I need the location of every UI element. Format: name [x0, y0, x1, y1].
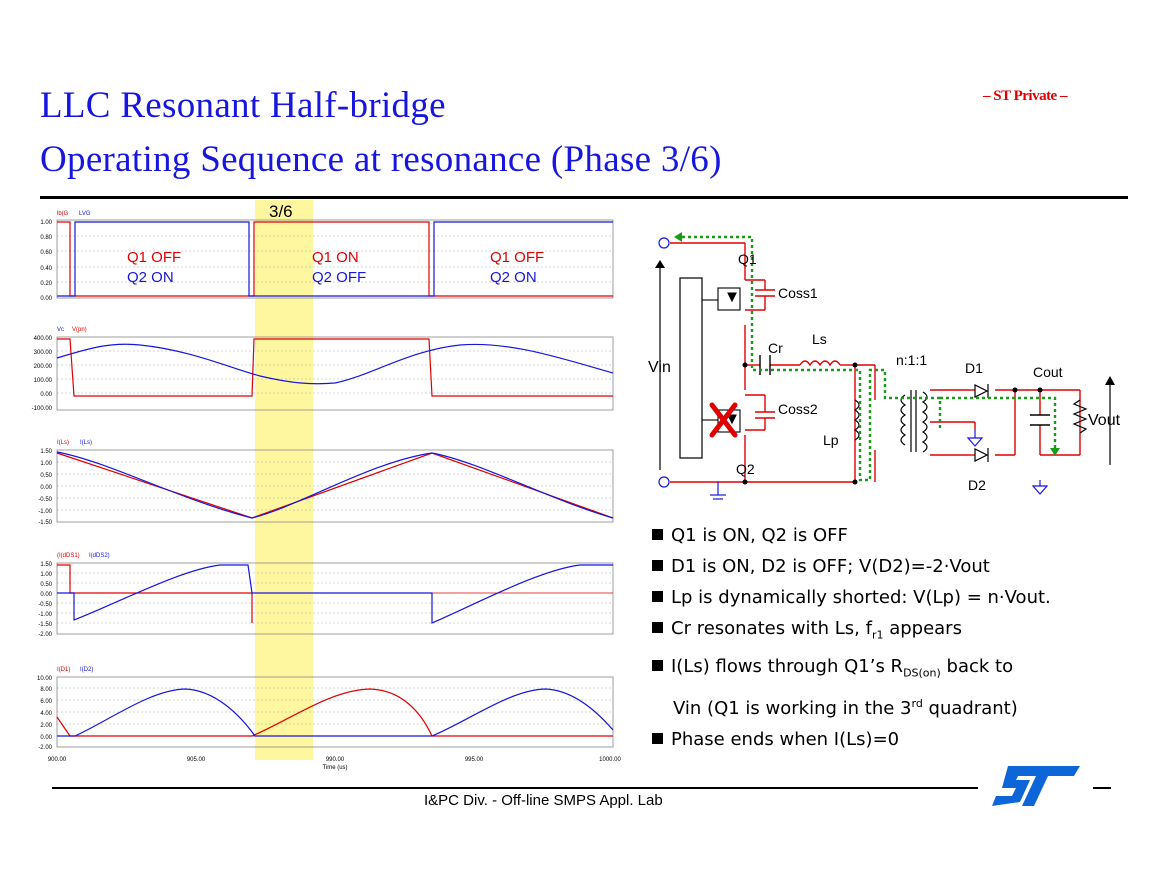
p3-tick-3: 0.00: [40, 485, 52, 491]
label-ls: Ls: [812, 331, 827, 347]
label-vout: Vout: [1088, 412, 1120, 429]
gate-driver-block: [679, 277, 703, 459]
p1-tick-2: 0.60: [40, 250, 52, 256]
p1-tick-1: 0.80: [40, 235, 52, 241]
label-d2: D2: [968, 477, 986, 493]
x-tick-1: 905.00: [187, 757, 206, 763]
label-ratio: n:1:1: [896, 352, 927, 368]
x-tick-2: 990.00: [326, 757, 345, 763]
bullet-4: Cr resonates with Ls, fr1 appears: [652, 613, 1051, 651]
bullet-2: D1 is ON, D2 is OFF; V(D2)=-2·Vout: [652, 551, 1051, 582]
current-path: [682, 235, 942, 482]
p3-tick-0: 1.50: [40, 449, 52, 455]
phase-description-list: Q1 is ON, Q2 is OFF D1 is ON, D2 is OFF;…: [652, 520, 1051, 755]
waveform-panels: 3/6 1.00 0.80 0.60 0.40 0.20 0.00 lb(G L…: [32, 200, 622, 771]
p2-tick-1: 300.00: [34, 350, 53, 356]
state3-q2: Q2 ON: [490, 269, 537, 286]
x-axis-label: Time (us): [322, 765, 347, 771]
footer-divider: [52, 787, 978, 789]
x-tick-4: 1000.00: [599, 757, 621, 763]
label-lp: Lp: [823, 432, 839, 448]
p4-tick-3: 0.00: [40, 592, 52, 598]
state1-q1: Q1 OFF: [127, 249, 181, 266]
st-logo: [992, 766, 1080, 806]
p5-legend-2: I(D2): [80, 667, 93, 673]
state2-q1: Q1 ON: [312, 249, 359, 266]
p4-tick-7: -2.00: [38, 632, 52, 638]
phase-label: 3/6: [269, 202, 293, 221]
p1-tick-0: 1.00: [40, 220, 52, 226]
state3-q1: Q1 OFF: [490, 249, 544, 266]
p1-tick-5: 0.00: [40, 296, 52, 302]
footer-text: I&PC Div. - Off-line SMPS Appl. Lab: [424, 792, 663, 809]
p4-tick-0: 1.50: [40, 562, 52, 568]
p5-tick-1: 8.00: [40, 687, 52, 693]
label-cout: Cout: [1033, 364, 1063, 380]
p4-tick-1: 1.00: [40, 572, 52, 578]
bullet-1: Q1 is ON, Q2 is OFF: [652, 520, 1051, 551]
label-q1: Q1: [738, 251, 757, 267]
circuit-schematic: Vin: [648, 232, 1120, 500]
p2-tick-3: 100.00: [34, 378, 53, 384]
p2-tick-2: 200.00: [34, 364, 53, 370]
st-private-badge: – ST Private –: [983, 88, 1067, 104]
p4-tick-4: -0.50: [38, 602, 52, 608]
page-title-line1: LLC Resonant Half-bridge: [40, 85, 446, 126]
panel-2: 400.00 300.00 200.00 100.00 0.00 -100.00…: [32, 327, 614, 412]
p3-tick-1: 1.00: [40, 461, 52, 467]
panel-5: 10.00 8.00 6.00 4.00 2.00 0.00 -2.00 I(D…: [37, 667, 622, 771]
p1-legend-1: lb(G: [57, 211, 69, 217]
p5-tick-0: 10.00: [37, 676, 53, 682]
p2-legend-2: V(pn): [72, 327, 87, 333]
title-divider: [40, 196, 1128, 199]
p3-legend-2: I(Ls): [80, 440, 92, 446]
p2-tick-5: -100.00: [32, 406, 53, 412]
p3-tick-4: -0.50: [38, 497, 52, 503]
p4-tick-2: 0.50: [40, 582, 52, 588]
p2-tick-4: 0.00: [40, 392, 52, 398]
x-tick-0: 900.00: [48, 757, 67, 763]
label-cr: Cr: [768, 340, 783, 356]
p4-legend-1: (I(dDS1): [57, 553, 80, 559]
panel-1: 1.00 0.80 0.60 0.40 0.20 0.00 lb(G LVG Q…: [40, 211, 614, 302]
label-coss1: Coss1: [778, 285, 818, 301]
p1-tick-3: 0.40: [40, 266, 52, 272]
p2-tick-0: 400.00: [34, 336, 53, 342]
panel-4: 1.50 1.00 0.50 0.00 -0.50 -1.00 -1.50 -2…: [38, 553, 614, 638]
phase-highlight-band: [255, 200, 313, 760]
label-vin: Vin: [648, 359, 671, 376]
label-coss2: Coss2: [778, 401, 818, 417]
footer-divider-right: [1093, 787, 1111, 789]
bullet-6: Phase ends when I(Ls)=0: [652, 724, 1051, 755]
p4-legend-2: I(dDS2): [89, 553, 110, 559]
x-tick-3: 995.00: [465, 757, 484, 763]
p1-tick-4: 0.20: [40, 281, 52, 287]
state2-q2: Q2 OFF: [312, 269, 366, 286]
label-q2: Q2: [736, 461, 755, 477]
p3-tick-6: -1.50: [38, 520, 52, 526]
bullet-5: I(Ls) flows through Q1’s RDS(on) back to: [652, 651, 1051, 689]
p4-tick-6: -1.50: [38, 622, 52, 628]
p2-legend-1: Vc: [57, 327, 64, 333]
p5-tick-3: 4.00: [40, 711, 52, 717]
p5-tick-5: 0.00: [40, 735, 52, 741]
p5-tick-2: 6.00: [40, 699, 52, 705]
p5-legend-1: I(D1): [57, 667, 70, 673]
panel-3: 1.50 1.00 0.50 0.00 -0.50 -1.00 -1.50 I(…: [38, 440, 614, 526]
p5-tick-6: -2.00: [38, 745, 52, 751]
state1-q2: Q2 ON: [127, 269, 174, 286]
p3-tick-5: -1.00: [38, 509, 52, 515]
q2-off-mark: [709, 402, 738, 438]
p1-legend-2: LVG: [79, 211, 91, 217]
p3-legend-1: I(Ls): [57, 440, 69, 446]
label-d1: D1: [965, 360, 983, 376]
p5-tick-4: 2.00: [40, 723, 52, 729]
p4-tick-5: -1.00: [38, 612, 52, 618]
bullet-5-continued: Vin (Q1 is working in the 3rd quadrant): [673, 697, 1018, 720]
page-title-line2: Operating Sequence at resonance (Phase 3…: [40, 139, 722, 180]
bullet-3: Lp is dynamically shorted: V(Lp) = n·Vou…: [652, 582, 1051, 613]
p3-tick-2: 0.50: [40, 473, 52, 479]
